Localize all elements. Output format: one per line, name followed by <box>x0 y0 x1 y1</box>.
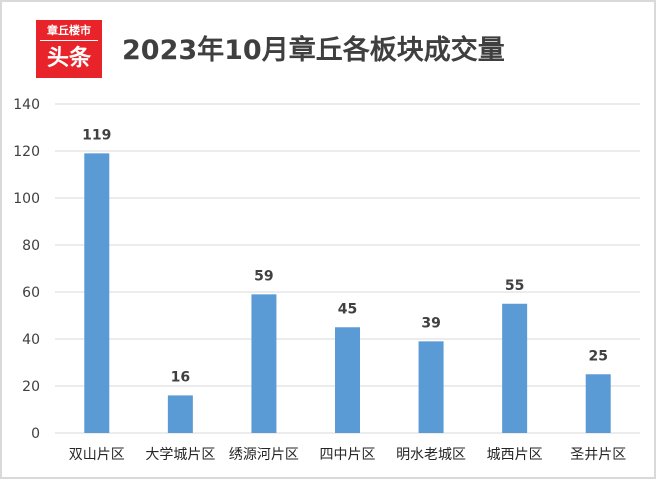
bar <box>167 395 193 433</box>
brand-logo: 章丘楼市 头条 <box>36 20 102 78</box>
bar <box>84 153 110 433</box>
y-tick-label: 120 <box>13 144 40 160</box>
x-tick-label: 大学城片区 <box>145 447 215 463</box>
data-label: 119 <box>82 127 111 143</box>
data-label: 59 <box>254 268 273 284</box>
data-label: 55 <box>505 278 524 294</box>
y-tick-label: 140 <box>13 97 40 113</box>
chart-title: 2023年10月章丘各板块成交量 <box>122 35 505 66</box>
x-tick-label: 圣井片区 <box>570 447 626 463</box>
y-tick-label: 60 <box>22 285 40 301</box>
x-tick-label: 明水老城区 <box>396 447 466 463</box>
data-label: 25 <box>588 348 607 364</box>
data-label: 16 <box>171 369 190 385</box>
data-label: 39 <box>421 315 440 331</box>
bar <box>585 374 611 433</box>
logo-line-2: 头条 <box>46 45 91 71</box>
y-tick-label: 0 <box>31 426 40 442</box>
x-tick-label: 四中片区 <box>320 447 376 463</box>
x-tick-label: 双山片区 <box>69 447 125 463</box>
bar <box>251 294 277 433</box>
bar <box>335 327 360 433</box>
y-tick-label: 40 <box>22 332 40 348</box>
data-label: 45 <box>338 301 357 317</box>
y-tick-label: 20 <box>22 379 40 395</box>
x-tick-label: 绣源河片区 <box>229 447 299 463</box>
x-tick-label: 城西片区 <box>487 447 543 463</box>
logo-line-1: 章丘楼市 <box>40 24 98 41</box>
bar <box>418 341 444 433</box>
bar <box>502 303 528 433</box>
y-tick-label: 80 <box>22 238 40 254</box>
y-tick-label: 100 <box>13 191 40 207</box>
